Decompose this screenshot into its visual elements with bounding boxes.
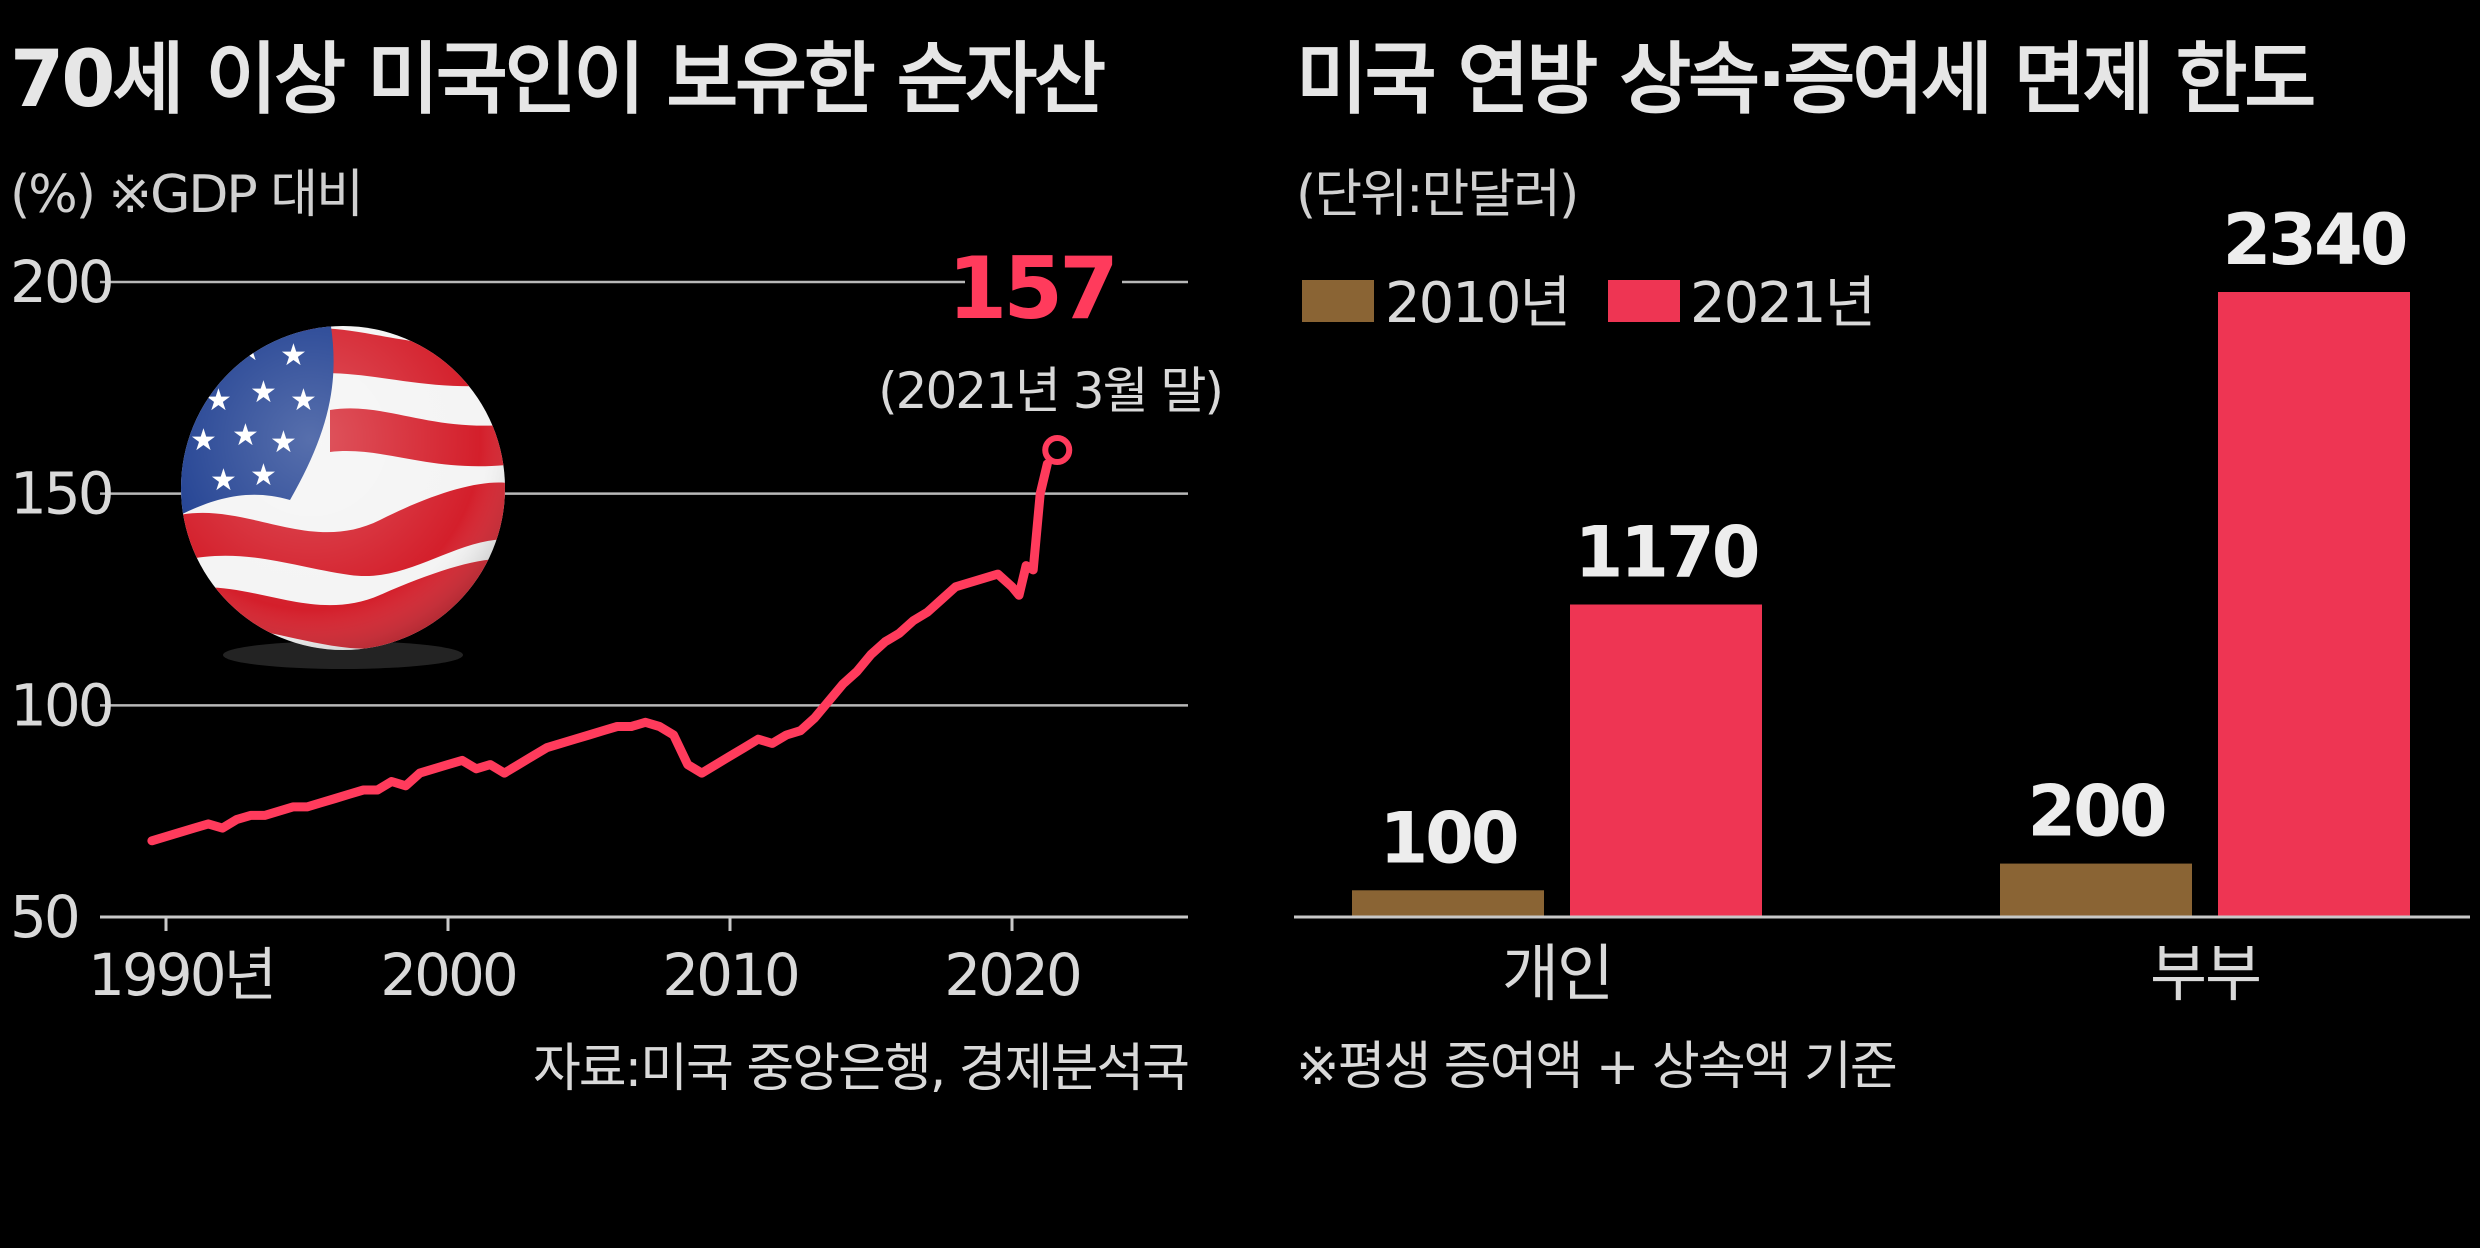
category-label: 개인 xyxy=(1502,937,1612,1010)
left-y-tick-labels: 200 150 100 50 xyxy=(10,248,115,951)
bar-2010년-개인 xyxy=(1352,890,1544,917)
bar-2021년-개인 xyxy=(1570,604,1762,917)
bar-value-label: 100 xyxy=(1379,797,1516,879)
left-x-tick-label: 2010 xyxy=(662,941,798,1009)
bar-value-label: 1170 xyxy=(1575,512,1758,594)
net-worth-line xyxy=(147,459,1052,846)
svg-text:★: ★ xyxy=(190,343,217,378)
left-x-tick-labels: 1990년 2000 2010 2020 xyxy=(88,941,1083,1009)
peak-value-label: 157 xyxy=(947,239,1115,339)
left-y-tick-label: 100 xyxy=(10,671,112,739)
left-chart-title: 70세 이상 미국인이 보유한 순자산 xyxy=(10,35,1105,125)
right-legend: 2010년 2021년 xyxy=(1302,271,1876,336)
left-y-tick-label: 50 xyxy=(10,883,78,951)
peak-marker xyxy=(1042,435,1073,466)
left-x-tick-label: 2020 xyxy=(944,941,1080,1009)
bar-value-label: 2340 xyxy=(2223,199,2406,281)
bar-value-label: 200 xyxy=(2027,771,2164,853)
left-x-tick-label: 1990년 xyxy=(88,941,274,1009)
right-category-labels: 개인 부부 xyxy=(1502,937,2262,1010)
right-chart-unit-note: (단위:만달러) xyxy=(1296,165,1577,225)
legend-swatch-2010 xyxy=(1302,280,1374,322)
left-x-tick-label: 2000 xyxy=(380,941,516,1009)
left-chart-source: 자료:미국 중앙은행, 경제분석국 xyxy=(533,1039,1188,1099)
legend-swatch-2021 xyxy=(1608,280,1680,322)
legend-label-2010: 2010년 xyxy=(1385,271,1569,336)
category-label: 부부 xyxy=(2150,937,2260,1010)
left-y-tick-label: 150 xyxy=(10,460,112,528)
right-chart-footnote: ※평생 증여액 + 상속액 기준 xyxy=(1296,1037,1896,1097)
bar-2021년-부부 xyxy=(2218,292,2410,917)
left-chart-unit-note: (%) ※GDP 대비 xyxy=(10,165,362,225)
bar-2010년-부부 xyxy=(2000,863,2192,917)
us-flag-image: ★★★ ★★★ ★★★ ★★ xyxy=(181,326,505,669)
right-chart-title: 미국 연방 상속·증여세 면제 한도 xyxy=(1296,35,2314,125)
legend-label-2021: 2021년 xyxy=(1690,271,1874,336)
right-bars: 100 1170 200 2340 xyxy=(1352,199,2410,917)
peak-date-note: (2021년 3월 말) xyxy=(878,362,1222,420)
left-y-tick-label: 200 xyxy=(10,248,112,316)
